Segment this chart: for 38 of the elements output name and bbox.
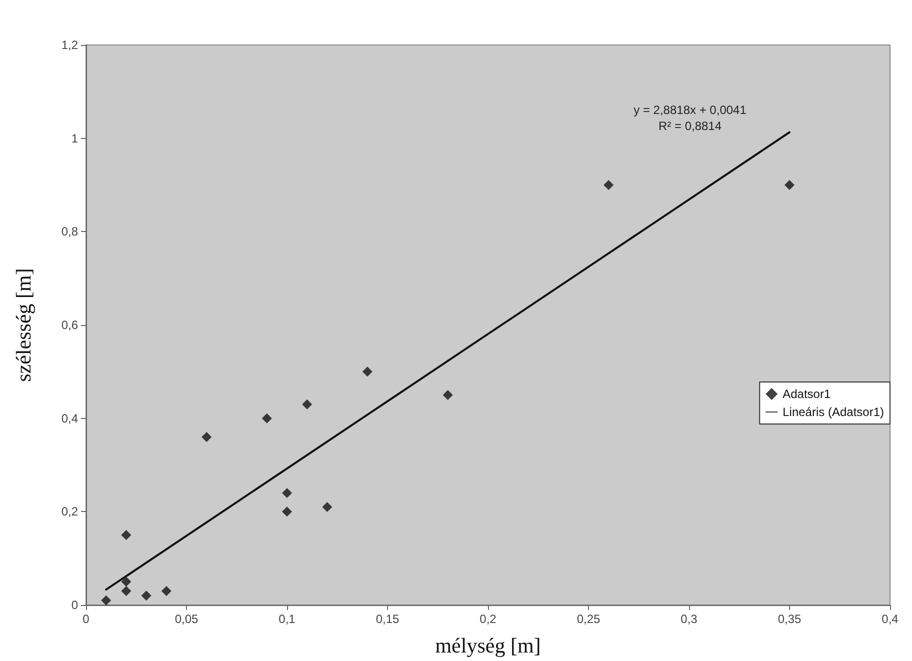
point	[604, 180, 614, 190]
point	[121, 586, 132, 596]
x-axis-title: mélység [m]	[435, 634, 541, 658]
point	[282, 488, 292, 498]
point	[101, 595, 112, 606]
x-tick-label: 0,35	[778, 612, 802, 626]
x-tick-label: 0,1	[278, 612, 296, 626]
point	[282, 506, 292, 517]
point	[362, 366, 372, 377]
legend-label: Lineáris (Adatsor1)	[782, 405, 884, 419]
y-tick-label: 0,2	[61, 504, 78, 519]
point	[202, 432, 212, 442]
annotation: y = 2,8818x + 0,0041	[634, 103, 747, 117]
point	[161, 586, 172, 596]
x-tick-label: 0,15	[376, 612, 400, 626]
y-tick-label: 1	[71, 131, 78, 146]
annotation: R² = 0,8814	[658, 119, 722, 133]
y-tick-label: 0,8	[61, 224, 78, 239]
y-axis-title: szélesség [m]	[12, 268, 36, 382]
x-tick-label: 0,25	[576, 612, 600, 626]
x-tick-label: 0,3	[680, 612, 698, 626]
y-tick-label: 0	[71, 598, 78, 612]
legend-label: Adatsor1	[782, 387, 831, 401]
y-tick-label: 0,4	[61, 411, 78, 426]
point	[121, 530, 132, 540]
point	[262, 413, 272, 424]
point	[141, 590, 152, 601]
x-tick-label: 0	[82, 612, 90, 626]
x-tick-label: 0,4	[882, 612, 899, 626]
y-tick-label: 1,2	[61, 38, 78, 52]
x-tick-label: 0,05	[174, 612, 198, 626]
point	[121, 576, 132, 587]
y-tick-label: 0,6	[61, 318, 78, 332]
point	[442, 390, 453, 400]
point	[784, 180, 794, 190]
point	[302, 399, 312, 410]
x-tick-label: 0,2	[480, 612, 497, 626]
point	[322, 502, 332, 512]
